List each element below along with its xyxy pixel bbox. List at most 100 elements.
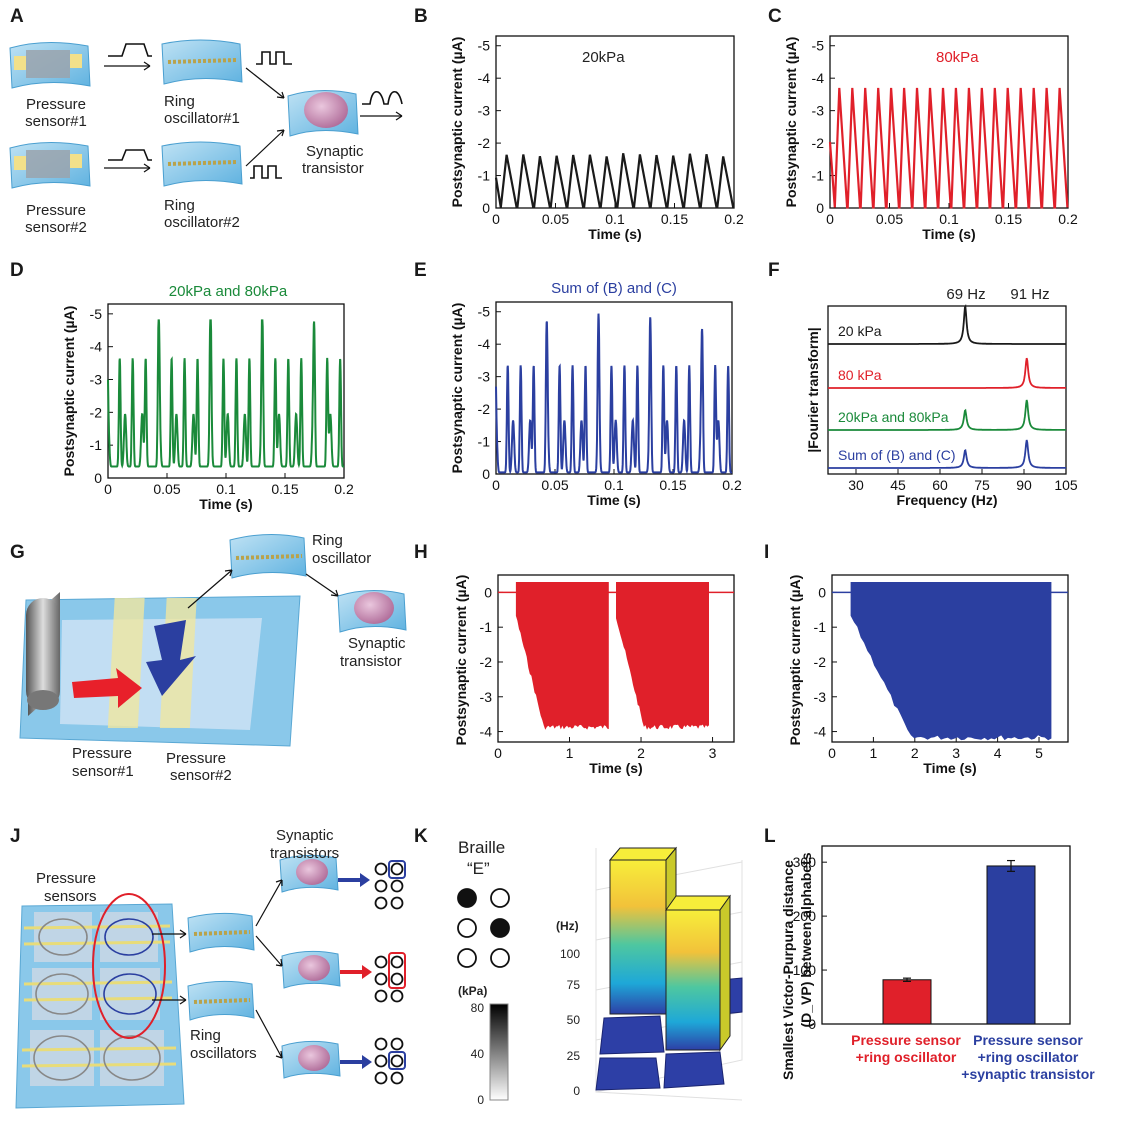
panel-letter-B: B [414,6,428,27]
label-synaptic-b: transistor [302,160,364,177]
chart-B-ylabel: Postsynaptic current (µA) [449,37,465,208]
hz-tick-0: 0 [573,1084,580,1098]
chart-b-annotation: 20kPa [582,49,625,66]
panel-g-schematic [19,533,407,747]
chart-E-xtick-label-0: 0 [492,477,500,493]
chart-F-trace-label-3: Sum of (B) and (C) [838,447,955,463]
chart-D-ytick-label-4: -4 [90,339,103,355]
panel-letter-D: D [10,260,24,281]
chart-F-trace-0 [828,304,1066,345]
chart-F-trace-1 [828,357,1066,389]
kpa-tick-80: 80 [471,1001,485,1015]
panel-a-schematic: Pressure sensor#1 Ring oscillator#1 Syna… [9,39,403,236]
chart-B-xtick-label-3: 0.15 [661,211,688,227]
chart-D-ytick-label-0: 0 [94,470,102,486]
braille-dot-4 [490,888,510,908]
chart-L-category-1-line-2: +synaptic transistor [961,1066,1095,1082]
chart-H-xtick-label-2: 2 [637,745,645,761]
braille-dot-1 [457,888,477,908]
roller-illustration [26,592,60,716]
chart-C-series-line [828,87,1069,209]
chart-F-xlabel: Frequency (Hz) [896,492,997,508]
label-ring-oscillator-2a: Ring [164,197,195,214]
chart-L-bar-1 [986,865,1036,1025]
chart-I-ytick-label-1: -1 [814,619,827,635]
label-pressure-sensor-1b: sensor#1 [25,113,87,130]
chart-H-burst-1 [616,582,709,730]
braille-title: Braille [458,838,505,857]
chart-B-xtick-label-2: 0.1 [605,211,625,227]
chart-L-category-0-line-0: Pressure sensor [851,1032,961,1048]
chart-H-burst-0 [515,582,609,730]
chart-E-xtick-label-2: 0.1 [604,477,624,493]
chart-I-xtick-label-5: 5 [1035,745,1043,761]
chart-L-category-1-line-0: Pressure sensor [973,1032,1083,1048]
label-pressure-sensor-2b: sensor#2 [25,219,87,236]
pressure-sensor-2-illustration [9,141,91,189]
chart-b: 0 0.05 0.1 0.15 0.2 0 -1 -2 -3 -4 -5 Time (s) Postsy… [449,35,744,242]
chart-L-frame [821,845,1071,1025]
chart-I-ytick-label-4: -4 [814,724,827,740]
chart-E-xtick-label-4: 0.2 [722,477,742,493]
chart-C-xtick-label-2: 0.1 [939,211,959,227]
signal-arrows [104,43,403,179]
g-label-pressure-2a: Pressure [166,750,226,767]
ring-oscillator-2-illustration [161,141,243,187]
kpa-tick-0: 0 [477,1093,484,1107]
kpa-label: (kPa) [458,984,487,998]
chart-f: 30 45 60 75 90 105 Frequency (Hz) |Fourier tran… [805,304,1078,508]
synaptic-transistor-illustration [287,89,359,137]
j-label-sensors: sensors [44,888,97,905]
chart-I-xtick-label-1: 1 [870,745,878,761]
red-push-arrow [72,668,142,708]
chart-F-trace-label-0: 20 kPa [838,323,882,339]
panel-letter-I: I [764,542,769,563]
chart-D-xlabel: Time (s) [199,496,252,512]
chart-B-xlabel: Time (s) [588,226,641,242]
panel-letter-G: G [10,542,25,563]
chart-C-ytick-label-2: -2 [812,135,825,151]
chart-I-xtick-label-2: 2 [911,745,919,761]
chart-C-ytick-label-4: -4 [812,70,825,86]
g-label-synaptic: Synaptic [348,635,406,652]
chart-F-trace-2 [828,399,1066,431]
chart-L-ytick-label-1: 100 [793,962,817,978]
chart-C-xtick-label-1: 0.05 [876,211,903,227]
chart-L-ylabel-line2: (D_VP) between alphabets [798,852,814,1027]
ring-oscillator-1-illustration [161,39,243,85]
braille-dot-2 [457,918,477,938]
chart-H-ytick-label-2: -2 [480,654,493,670]
chart-f-peak-69: 69 Hz [946,286,985,303]
chart-L-bar-0 [882,979,932,1025]
chart-I-ytick-label-3: -3 [814,689,827,705]
j-label-transistors: transistors [270,845,339,862]
chart-I-ytick-label-2: -2 [814,654,827,670]
chart-H-ytick-label-4: -4 [480,724,493,740]
chart-c-annotation: 80kPa [936,49,979,66]
chart-F-frame [827,305,1067,475]
synaptic-transistor-small-icons [279,854,341,1079]
g-label-pressure-2b: sensor#2 [170,767,232,784]
panel-letter-J: J [10,826,21,847]
chart-C-xtick-label-3: 0.15 [995,211,1022,227]
label-ring-oscillator-1b: oscillator#1 [164,110,240,127]
chart-B-ytick-label-5: -5 [478,38,491,54]
panel-letter-A: A [10,6,24,27]
chart-c: 0 0.05 0.1 0.15 0.2 0 -1 -2 -3 -4 -5 Time (s) Postsy… [783,35,1078,242]
chart-L-category-1-line-1: +ring oscillator [978,1049,1079,1065]
chart-F-xtick-label-1: 45 [890,477,906,493]
chart-I-xtick-label-0: 0 [828,745,836,761]
hz-tick-50: 50 [567,1013,581,1027]
chart-B-ytick-label-3: -3 [478,103,491,119]
panel-letter-H: H [414,542,428,563]
pressure-sensor-1-illustration [9,41,91,89]
chart-D-xtick-label-1: 0.05 [153,481,180,497]
chart-B-xtick-label-1: 0.05 [542,211,569,227]
chart-B-ytick-label-2: -2 [478,135,491,151]
chart-D-ylabel: Postsynaptic current (µA) [61,306,77,477]
chart-H-ytick-label-0: 0 [484,584,492,600]
j-label-pressure: Pressure [36,870,96,887]
chart-B-ytick-label-1: -1 [478,168,491,184]
chart-H-ylabel: Postsynaptic current (µA) [453,575,469,746]
